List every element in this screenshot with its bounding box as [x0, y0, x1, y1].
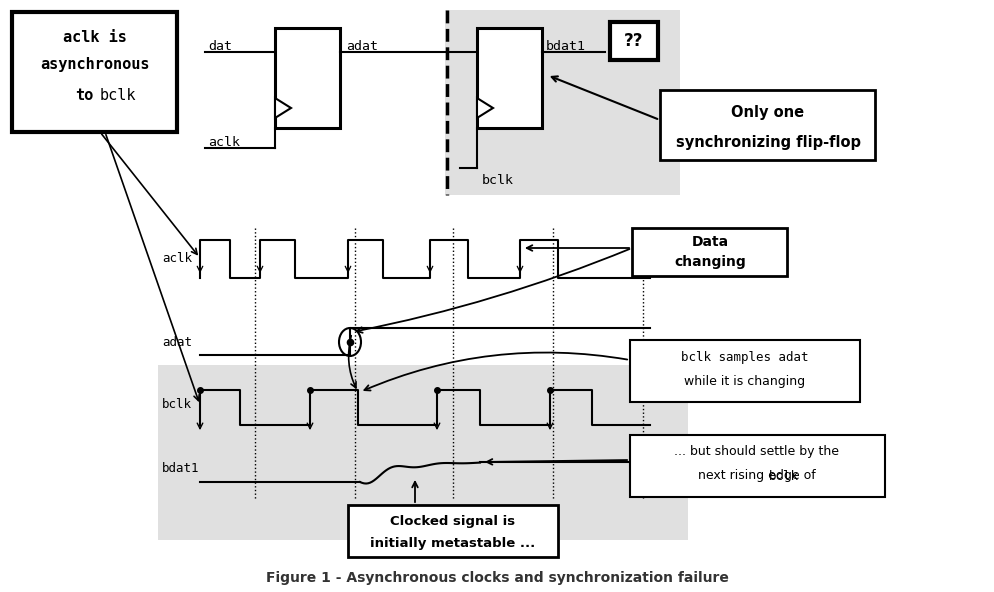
FancyBboxPatch shape	[609, 22, 657, 60]
FancyBboxPatch shape	[348, 505, 558, 557]
FancyBboxPatch shape	[659, 90, 874, 160]
FancyBboxPatch shape	[444, 10, 679, 195]
Text: ... but should settle by the: ... but should settle by the	[674, 446, 839, 458]
Text: next rising edge of: next rising edge of	[698, 469, 815, 482]
Text: bclk: bclk	[768, 469, 798, 482]
Text: Only one: Only one	[731, 105, 804, 121]
Text: bdat1: bdat1	[546, 40, 585, 53]
Text: bclk: bclk	[162, 398, 192, 411]
Text: to: to	[75, 88, 93, 102]
Text: aclk: aclk	[162, 252, 192, 265]
Text: adat: adat	[162, 336, 192, 349]
Text: Clocked signal is: Clocked signal is	[390, 514, 515, 527]
Text: changing: changing	[674, 255, 746, 269]
Polygon shape	[274, 98, 290, 118]
Text: bdat1: bdat1	[162, 462, 200, 475]
Text: aclk: aclk	[208, 137, 240, 150]
Text: bclk samples adat: bclk samples adat	[681, 352, 808, 365]
FancyBboxPatch shape	[476, 28, 542, 128]
Text: synchronizing flip-flop: synchronizing flip-flop	[675, 136, 860, 150]
Text: ??: ??	[623, 32, 643, 50]
Text: dat: dat	[208, 40, 232, 53]
Text: Data: Data	[691, 235, 728, 249]
FancyBboxPatch shape	[631, 228, 786, 276]
FancyBboxPatch shape	[629, 340, 859, 402]
Text: Figure 1 - Asynchronous clocks and synchronization failure: Figure 1 - Asynchronous clocks and synch…	[265, 571, 728, 585]
Polygon shape	[476, 98, 492, 118]
Text: asynchronous: asynchronous	[40, 57, 150, 72]
Text: adat: adat	[346, 40, 378, 53]
Text: initially metastable ...: initially metastable ...	[370, 536, 535, 549]
Text: bclk: bclk	[100, 88, 136, 102]
Text: aclk is: aclk is	[63, 31, 127, 46]
FancyBboxPatch shape	[12, 12, 177, 132]
Text: bclk: bclk	[481, 173, 514, 186]
FancyBboxPatch shape	[274, 28, 340, 128]
Text: while it is changing: while it is changing	[684, 375, 805, 388]
FancyBboxPatch shape	[629, 435, 884, 497]
FancyBboxPatch shape	[158, 365, 687, 540]
